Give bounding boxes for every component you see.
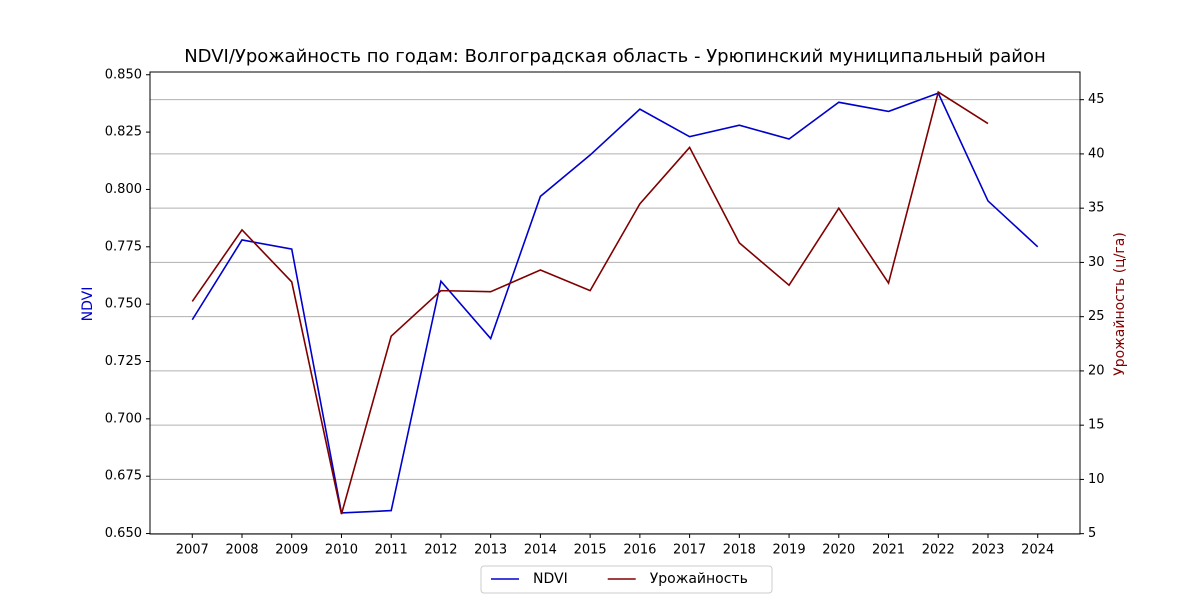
x-tick-label: 2008 — [225, 543, 258, 558]
y2-tick-label: 10 — [1088, 472, 1105, 487]
y2-tick-label: 35 — [1088, 201, 1105, 216]
x-tick-label: 2012 — [424, 543, 457, 558]
chart-title: NDVI/Урожайность по годам: Волгоградская… — [184, 46, 1046, 67]
x-tick-label: 2019 — [773, 543, 806, 558]
y2-tick-label: 45 — [1088, 92, 1105, 107]
y2-tick-label: 25 — [1088, 309, 1105, 324]
y2-tick-label: 15 — [1088, 418, 1105, 433]
x-tick-label: 2016 — [623, 543, 656, 558]
x-tick-label: 2011 — [375, 543, 408, 558]
y-tick-label: 0.750 — [105, 297, 142, 312]
y-tick-label: 0.800 — [105, 182, 142, 197]
legend-label: NDVI — [533, 571, 568, 587]
y-tick-label: 0.775 — [105, 239, 142, 254]
x-tick-label: 2015 — [574, 543, 607, 558]
legend-label: Урожайность — [650, 571, 748, 587]
series-line — [191, 92, 1039, 514]
y-axis-label: NDVI — [80, 287, 96, 322]
x-tick-label: 2017 — [673, 543, 706, 558]
x-tick-label: 2007 — [176, 543, 209, 558]
series-line — [191, 90, 989, 515]
x-tick-label: 2022 — [922, 543, 955, 558]
plot-frame — [149, 71, 1081, 535]
y-tick-label: 0.825 — [105, 125, 142, 140]
y-tick-label: 0.725 — [105, 354, 142, 369]
y2-tick-label: 20 — [1088, 363, 1105, 378]
y-tick-label: 0.650 — [105, 526, 142, 541]
x-tick-label: 2009 — [275, 543, 308, 558]
x-tick-label: 2021 — [872, 543, 905, 558]
y2-tick-label: 40 — [1088, 146, 1105, 161]
y-tick-label: 0.700 — [105, 411, 142, 426]
legend: NDVI Урожайность — [480, 565, 773, 594]
y-tick-label: 0.675 — [105, 469, 142, 484]
y2-tick-label: 30 — [1088, 255, 1105, 270]
x-tick-label: 2010 — [325, 543, 358, 558]
y2-axis-label: Урожайность (ц/га) — [1112, 232, 1128, 376]
x-tick-label: 2014 — [524, 543, 557, 558]
x-tick-label: 2024 — [1021, 543, 1054, 558]
y-tick-label: 0.850 — [105, 67, 142, 82]
x-tick-label: 2018 — [723, 543, 756, 558]
y2-tick-label: 5 — [1088, 526, 1096, 541]
x-tick-label: 2023 — [971, 543, 1004, 558]
x-tick-label: 2013 — [474, 543, 507, 558]
x-tick-label: 2020 — [822, 543, 855, 558]
